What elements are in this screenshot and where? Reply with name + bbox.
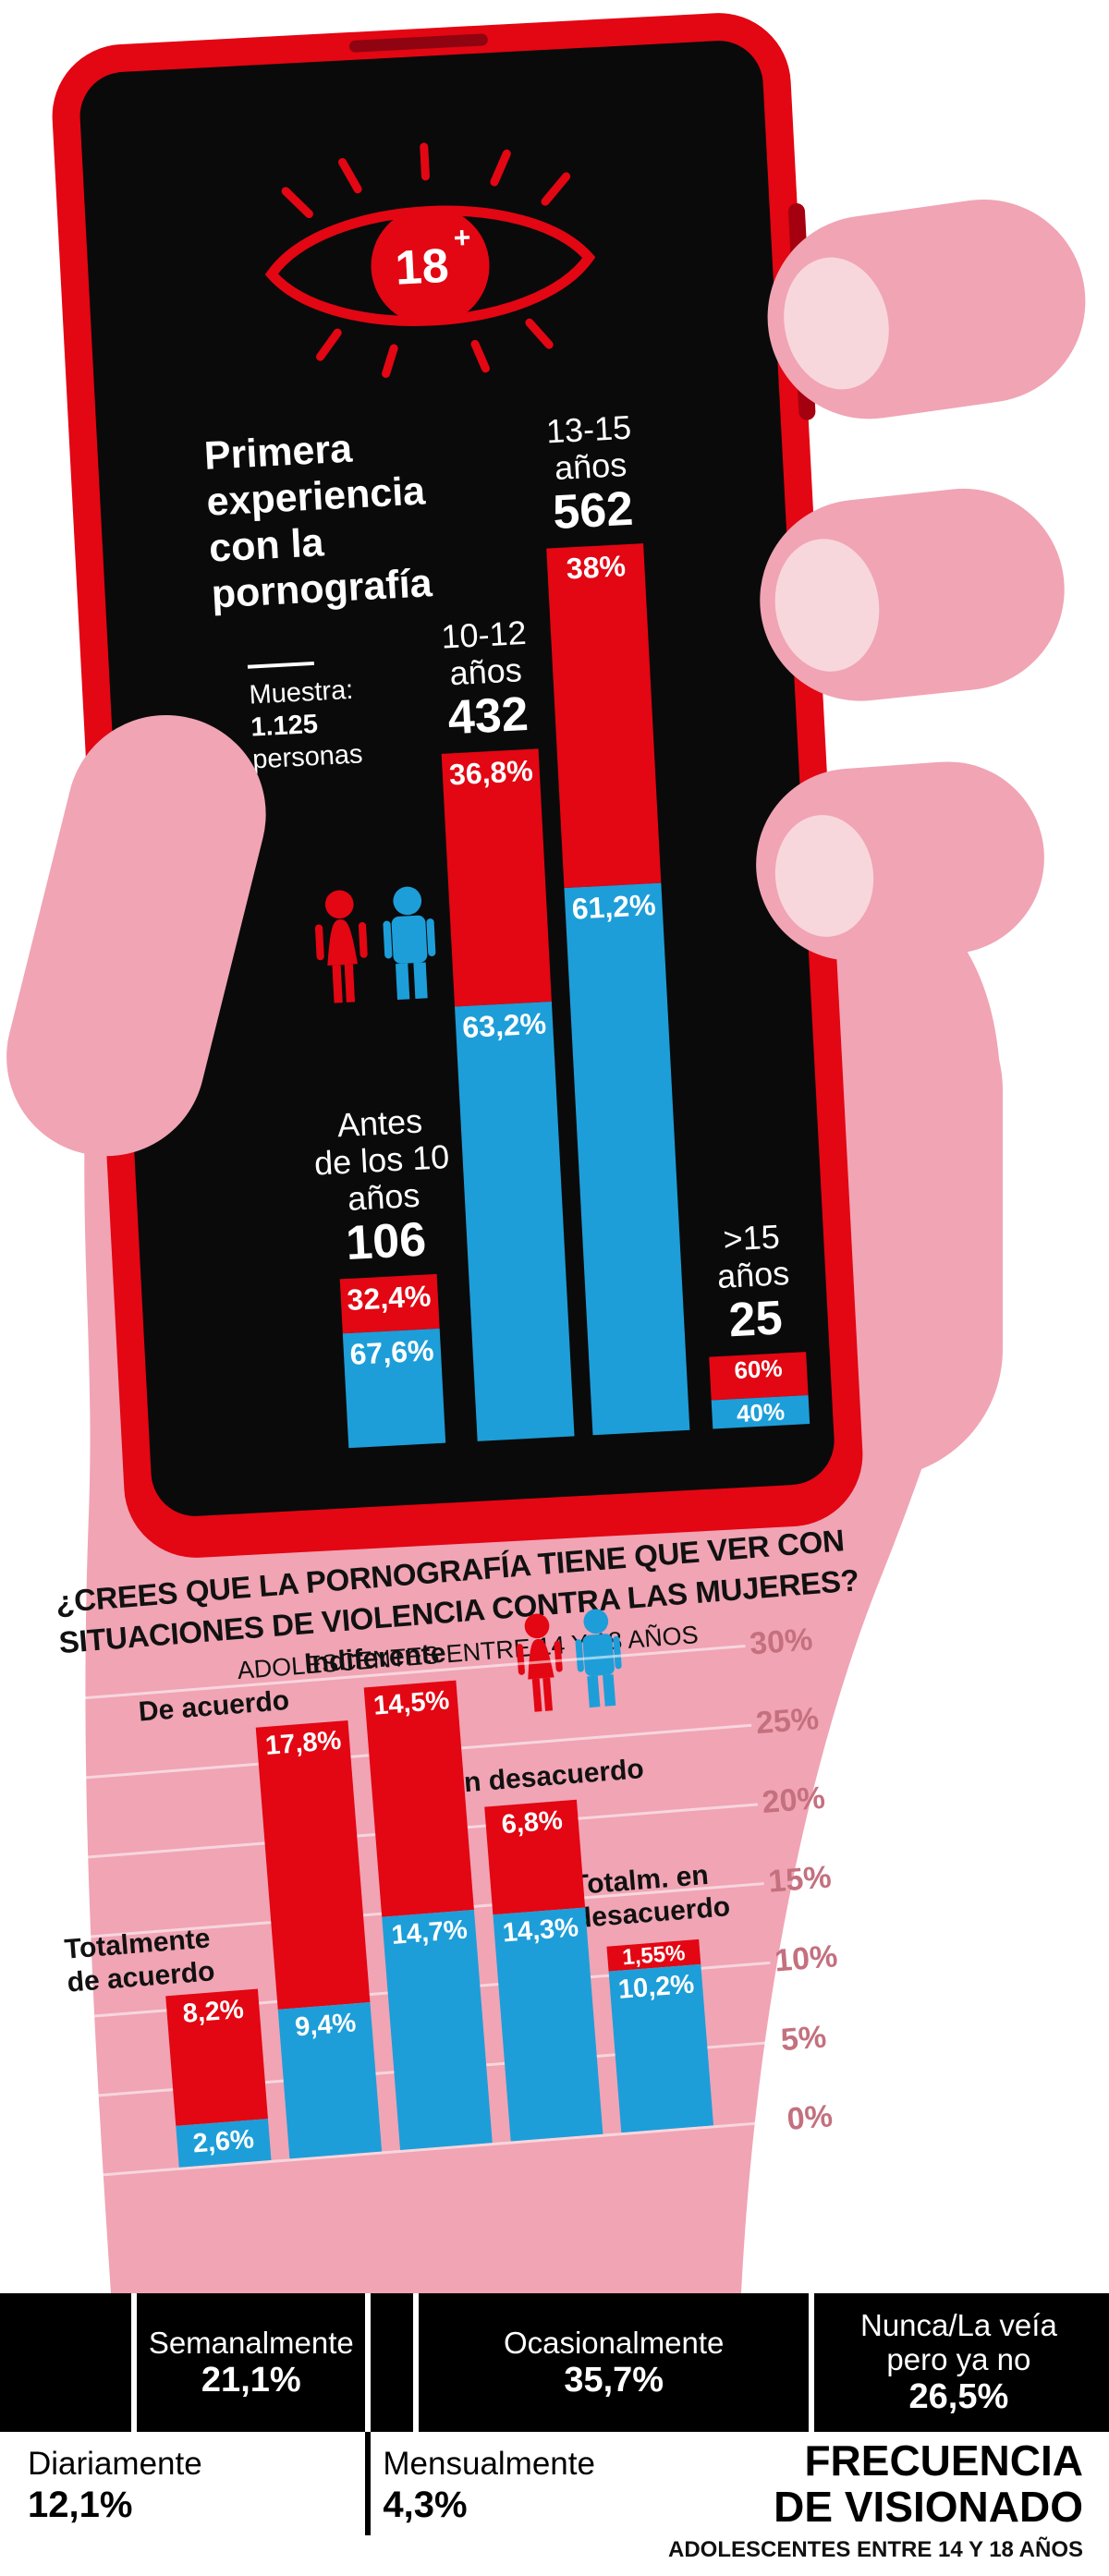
bar-value: 14,3% — [501, 1913, 580, 1949]
y-axis-tick: 0% — [786, 2098, 835, 2137]
category-label-line: Indiferente — [303, 1637, 447, 1680]
bar-blue: 14,3% — [493, 1907, 603, 2142]
bar-value: 6,8% — [500, 1805, 564, 1841]
frequency-title: FRECUENCIA DE VISIONADO ADOLESCENTES ENT… — [668, 2437, 1083, 2563]
bar-value: 2,6% — [191, 2124, 255, 2159]
bar-blue: 14,7% — [382, 1909, 493, 2150]
bar-value: 9,4% — [293, 2008, 358, 2043]
male-icon — [383, 886, 436, 1001]
category-label-line: En desacuerdo — [444, 1754, 645, 1800]
y-axis-tick: 15% — [767, 1859, 833, 1900]
phone-screen: 18 + Primera experiencia con la pornogra… — [78, 38, 837, 1519]
segment-divider — [809, 2293, 815, 2432]
segment-tick — [365, 2432, 372, 2535]
segment-value: 4,3% — [383, 2485, 468, 2525]
segment-divider — [131, 2293, 138, 2432]
freq-segment-semanalmente: Semanalmente 21,1% — [149, 2293, 354, 2432]
segment-name: Mensualmente — [383, 2446, 595, 2482]
category-label-indiferente: Indiferente — [303, 1636, 447, 1681]
gender-icons — [516, 1609, 622, 1712]
segment-value: 21,1% — [201, 2360, 301, 2400]
y-axis-tick: 5% — [779, 2019, 828, 2059]
segment-name: Nunca/La veía pero ya no — [859, 2308, 1057, 2376]
male-icon — [575, 1609, 622, 1708]
bar-value: 10,2% — [616, 1969, 696, 2005]
survey-col-totalmente-acuerdo: 8,2% 2,6% — [165, 1988, 272, 2168]
y-axis-tick: 10% — [773, 1938, 839, 1979]
segment-name: Diariamente — [28, 2446, 202, 2482]
survey-chart: ¿CREES QUE LA PORNOGRAFÍA TIENE QUE VER … — [41, 1522, 902, 2230]
frequency-title-line: DE VISIONADO — [774, 2483, 1083, 2531]
bar-value: 17,8% — [263, 1725, 343, 1761]
frequency-legend: Diariamente 12,1% Mensualmente 4,3% FREC… — [0, 2432, 1109, 2576]
frequency-bar: Semanalmente 21,1% Ocasionalmente 35,7% … — [0, 2293, 1109, 2432]
gender-icons — [314, 886, 436, 1003]
segment-name: Ocasionalmente — [503, 2325, 725, 2360]
female-icon — [516, 1613, 563, 1712]
bar-red: 17,8% — [255, 1719, 371, 2010]
segment-divider — [365, 2293, 372, 2432]
segment-name: Semanalmente — [148, 2325, 354, 2360]
bar-red: 8,2% — [165, 1988, 268, 2126]
bar-blue: 9,4% — [277, 2002, 383, 2159]
category-label-totalm-desacuerdo: Totalm. en desacuerdo — [571, 1857, 732, 1936]
segment-value: 12,1% — [28, 2485, 133, 2525]
survey-col-en-desacuerdo: 6,8% 14,3% — [484, 1799, 603, 2142]
category-label-en-desacuerdo: En desacuerdo — [445, 1753, 645, 1802]
bar-value: 14,7% — [390, 1914, 469, 1950]
segment-divider — [413, 2293, 419, 2432]
y-axis-tick: 25% — [754, 1701, 821, 1742]
frequency-subtitle: ADOLESCENTES ENTRE 14 Y 18 AÑOS — [667, 2537, 1083, 2562]
freq-segment-mensualmente: Mensualmente 4,3% — [383, 2445, 595, 2526]
bar-red: 6,8% — [484, 1799, 586, 1915]
bar-red: 14,5% — [363, 1680, 474, 1917]
badge-number: 18 — [394, 239, 450, 296]
bar-value: 14,5% — [372, 1685, 451, 1721]
badge-circle — [371, 206, 490, 325]
smartphone: 18 + Primera experiencia con la pornogra… — [48, 9, 867, 1561]
segment-value: 35,7% — [564, 2360, 664, 2400]
segment-value: 26,5% — [908, 2377, 1009, 2416]
freq-segment-diariamente: Diariamente 12,1% — [28, 2445, 202, 2526]
category-label-totalmente-acuerdo: Totalmente de acuerdo — [64, 1922, 216, 1999]
survey-col-indiferente: 14,5% 14,7% — [363, 1680, 493, 2150]
y-axis-tick: 20% — [761, 1780, 827, 1821]
badge-plus: + — [453, 220, 472, 254]
freq-segment-nunca: Nunca/La veía pero ya no 26,5% — [843, 2293, 1074, 2432]
bar-blue: 10,2% — [608, 1963, 714, 2133]
fingernails — [774, 257, 889, 937]
survey-col-de-acuerdo: 17,8% 9,4% — [255, 1719, 383, 2159]
y-axis-tick: 30% — [748, 1622, 814, 1662]
bar-value: 8,2% — [181, 1994, 245, 2029]
female-icon — [314, 890, 368, 1003]
frequency-title-line: FRECUENCIA — [804, 2436, 1083, 2485]
survey-col-totalm-desacuerdo: 1,55% 10,2% — [606, 1938, 714, 2133]
freq-segment-ocasionalmente: Ocasionalmente 35,7% — [504, 2293, 724, 2432]
eye-18plus-icon: 18 + — [264, 142, 596, 378]
bar-blue: 2,6% — [176, 2119, 272, 2168]
